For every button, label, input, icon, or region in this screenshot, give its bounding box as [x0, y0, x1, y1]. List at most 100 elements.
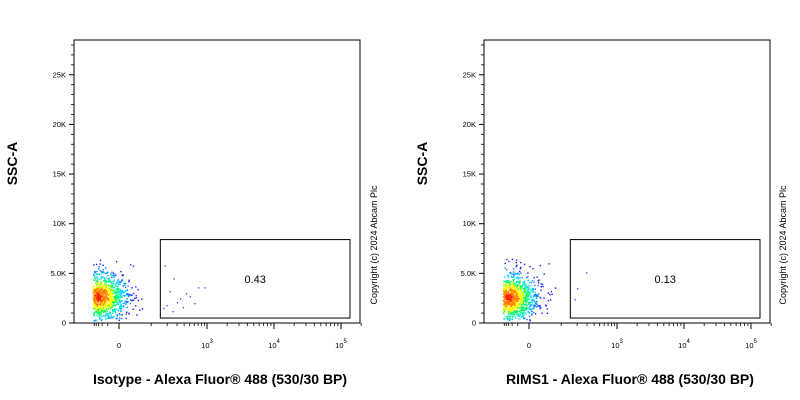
event-dot: [120, 303, 122, 306]
event-dot: [100, 294, 102, 296]
event-dot: [508, 308, 510, 310]
event-dot: [114, 309, 116, 311]
event-dot: [96, 308, 99, 311]
event-dot: [106, 281, 108, 283]
event-dot: [508, 298, 511, 301]
event-dot: [105, 302, 108, 304]
event-dot: [132, 299, 135, 301]
positive-event-dot: [189, 296, 191, 298]
event-dot: [109, 317, 111, 319]
event-dot: [523, 288, 525, 290]
event-dot: [109, 288, 112, 291]
event-dot: [508, 312, 510, 314]
event-dot: [519, 293, 521, 295]
event-dot: [515, 306, 517, 308]
event-dot: [117, 310, 120, 312]
event-dot: [98, 284, 100, 286]
event-dot: [113, 291, 115, 293]
x-tick-base: 10: [611, 341, 619, 350]
event-dot: [503, 310, 505, 312]
gate-percent-label: 0.43: [244, 274, 265, 286]
event-dot: [525, 295, 527, 297]
event-dot: [108, 278, 111, 280]
event-dot: [510, 313, 513, 315]
event-dot: [510, 275, 513, 278]
event-dot: [519, 267, 522, 270]
event-dot: [111, 289, 113, 292]
event-dot: [535, 294, 537, 296]
event-dot: [521, 312, 523, 314]
event-dot: [510, 311, 513, 313]
event-dot: [531, 288, 534, 290]
event-dot: [98, 266, 100, 268]
event-dot: [504, 300, 507, 303]
event-dot: [534, 313, 537, 315]
event-dot: [124, 300, 126, 303]
event-dot: [535, 306, 538, 308]
event-dot: [525, 309, 527, 311]
event-dot: [509, 318, 512, 320]
event-dot: [114, 295, 117, 298]
event-dot: [519, 285, 521, 287]
event-dot: [96, 277, 98, 279]
event-dot: [519, 309, 521, 312]
event-dot: [97, 301, 99, 304]
event-dot: [103, 272, 105, 274]
event-dot: [522, 313, 524, 315]
event-dot: [107, 308, 109, 310]
event-dot: [104, 316, 106, 318]
y-axis: 0 5.0K 10K 15K 20K 25K: [51, 44, 74, 328]
event-dot: [101, 285, 103, 287]
event-dot: [512, 286, 514, 288]
event-dot: [95, 311, 97, 313]
x-tick-base: 10: [268, 341, 276, 350]
event-dot: [519, 311, 522, 314]
event-dot: [509, 315, 511, 318]
event-dot: [107, 279, 109, 281]
event-dot: [517, 290, 519, 292]
event-dot: [507, 282, 510, 284]
event-dot: [111, 274, 113, 277]
event-dot: [97, 312, 99, 314]
event-dot: [516, 310, 519, 312]
event-dot: [521, 315, 524, 318]
event-dot: [95, 291, 97, 293]
x-tick-base: 0: [117, 341, 121, 350]
event-dot: [509, 273, 511, 275]
event-dot: [508, 310, 510, 312]
event-dot: [109, 286, 111, 288]
event-dot: [97, 309, 99, 312]
event-dot: [515, 287, 517, 289]
event-dot: [521, 306, 523, 308]
event-dot: [503, 291, 505, 293]
event-dot: [509, 312, 511, 314]
event-dot: [107, 275, 109, 277]
event-dot: [123, 291, 125, 294]
event-dot: [108, 280, 110, 282]
event-dot: [135, 297, 137, 299]
event-dot: [111, 300, 113, 302]
event-dot: [507, 283, 509, 285]
event-dot: [523, 310, 525, 312]
event-dot: [94, 304, 96, 307]
event-dot: [520, 285, 522, 287]
event-dot: [96, 273, 98, 275]
event-dot: [547, 299, 550, 302]
event-dot: [508, 305, 510, 307]
event-dot: [515, 294, 517, 297]
positive-event-dot: [172, 311, 174, 313]
event-dot: [527, 290, 530, 292]
event-dot: [115, 282, 117, 285]
event-dot: [509, 311, 512, 313]
event-dot: [98, 294, 101, 296]
event-dot: [527, 310, 529, 313]
event-dot: [114, 292, 117, 294]
event-dot: [520, 297, 522, 299]
event-dot: [513, 312, 515, 314]
event-dot: [99, 293, 101, 295]
event-dot: [544, 304, 547, 306]
event-dot: [504, 267, 506, 269]
event-dot: [527, 296, 529, 298]
event-dot: [512, 309, 515, 311]
event-dot: [112, 308, 114, 311]
